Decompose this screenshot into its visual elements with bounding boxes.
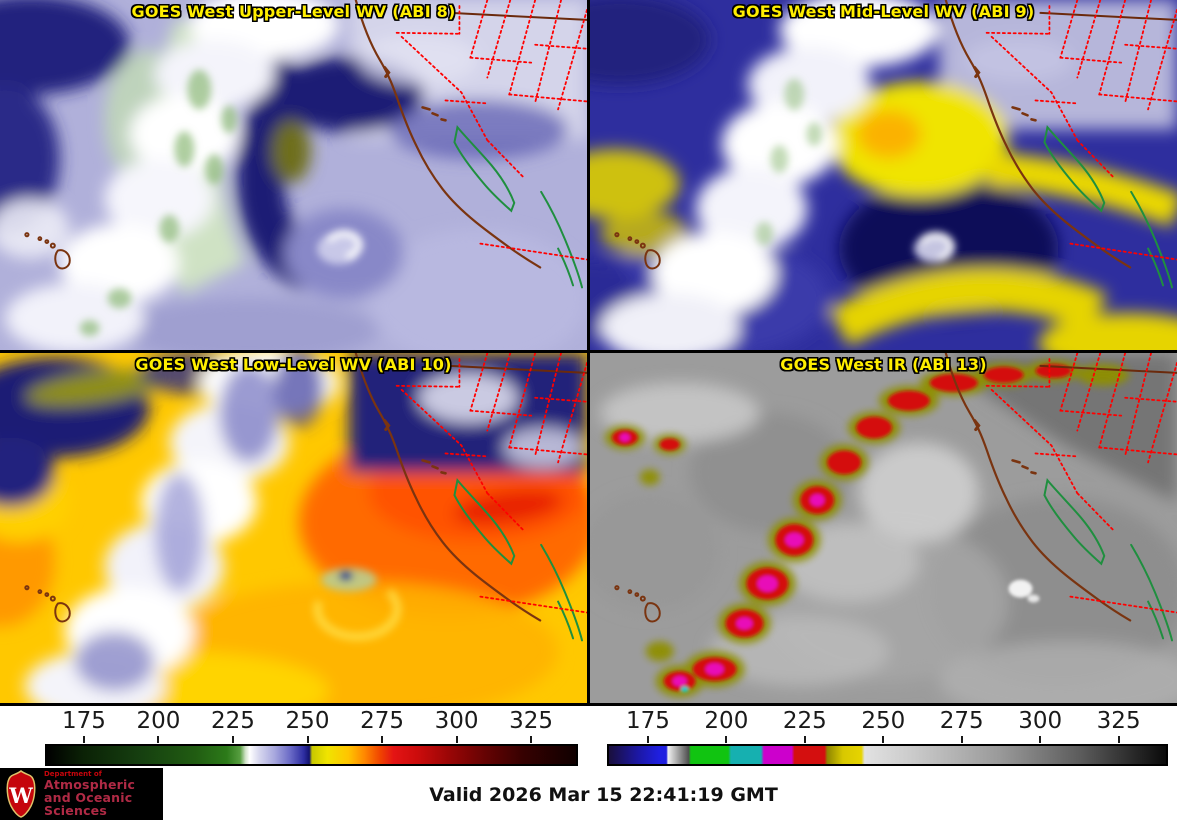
tick-label: 200 bbox=[704, 708, 749, 734]
footer: W Department of Atmospheric and Oceanic … bbox=[0, 768, 1177, 820]
panel-abi8-upper-level-wv[interactable]: GOES West Upper-Level WV (ABI 8) bbox=[0, 0, 587, 350]
aos-department-logo[interactable]: W Department of Atmospheric and Oceanic … bbox=[0, 768, 163, 820]
ir-colorbar-gradient bbox=[607, 744, 1168, 766]
logo-line-department: Department of bbox=[44, 769, 102, 778]
tick-label: 300 bbox=[1018, 708, 1063, 734]
logo-text: Department of Atmospheric and Oceanic Sc… bbox=[44, 769, 163, 819]
ir-colorbar-tick-labels: 175 200 225 250 275 300 325 bbox=[607, 706, 1168, 736]
svg-text:W: W bbox=[8, 783, 33, 808]
tick-label: 175 bbox=[625, 708, 670, 734]
tick-label: 325 bbox=[1096, 708, 1141, 734]
ir-colorbar-ticks bbox=[607, 736, 1168, 744]
colorbar-section: 175 200 225 250 275 300 325 175 200 225 … bbox=[0, 706, 1177, 768]
tick-label: 250 bbox=[861, 708, 906, 734]
panel-abi9-mid-level-wv[interactable]: GOES West Mid-Level WV (ABI 9) bbox=[590, 0, 1177, 350]
tick-label: 275 bbox=[939, 708, 984, 734]
tick-label: 300 bbox=[434, 708, 479, 734]
satellite-panel-grid: GOES West Upper-Level WV (ABI 8) bbox=[0, 0, 1177, 706]
tick-label: 225 bbox=[211, 708, 255, 734]
logo-line-oceanic: and Oceanic Sciences bbox=[44, 790, 133, 819]
wv-colorbar-gradient bbox=[45, 744, 578, 766]
tick-label: 325 bbox=[509, 708, 554, 734]
tick-label: 175 bbox=[61, 708, 106, 734]
wv-colorbar-tick-labels: 175 200 225 250 275 300 325 bbox=[45, 706, 578, 736]
satellite-image-mid-level-wv bbox=[590, 0, 1177, 350]
wv-colorbar: 175 200 225 250 275 300 325 bbox=[45, 706, 578, 766]
panel-abi10-low-level-wv[interactable]: GOES West Low-Level WV (ABI 10) bbox=[0, 353, 587, 703]
satellite-image-upper-level-wv bbox=[0, 0, 587, 350]
tick-label: 225 bbox=[782, 708, 827, 734]
tick-label: 275 bbox=[360, 708, 404, 734]
panel-abi13-ir[interactable]: GOES West IR (ABI 13) bbox=[590, 353, 1177, 703]
satellite-image-ir bbox=[590, 353, 1177, 703]
logo-line-atmospheric: Atmospheric bbox=[44, 776, 136, 792]
valid-time-label: Valid 2026 Mar 15 22:41:19 GMT bbox=[429, 783, 778, 806]
ir-colorbar: 175 200 225 250 275 300 325 bbox=[607, 706, 1168, 766]
wv-colorbar-ticks bbox=[45, 736, 578, 744]
tick-label: 200 bbox=[136, 708, 181, 734]
satellite-image-low-level-wv bbox=[0, 353, 587, 703]
tick-label: 250 bbox=[285, 708, 330, 734]
uw-crest-icon: W bbox=[6, 770, 36, 818]
